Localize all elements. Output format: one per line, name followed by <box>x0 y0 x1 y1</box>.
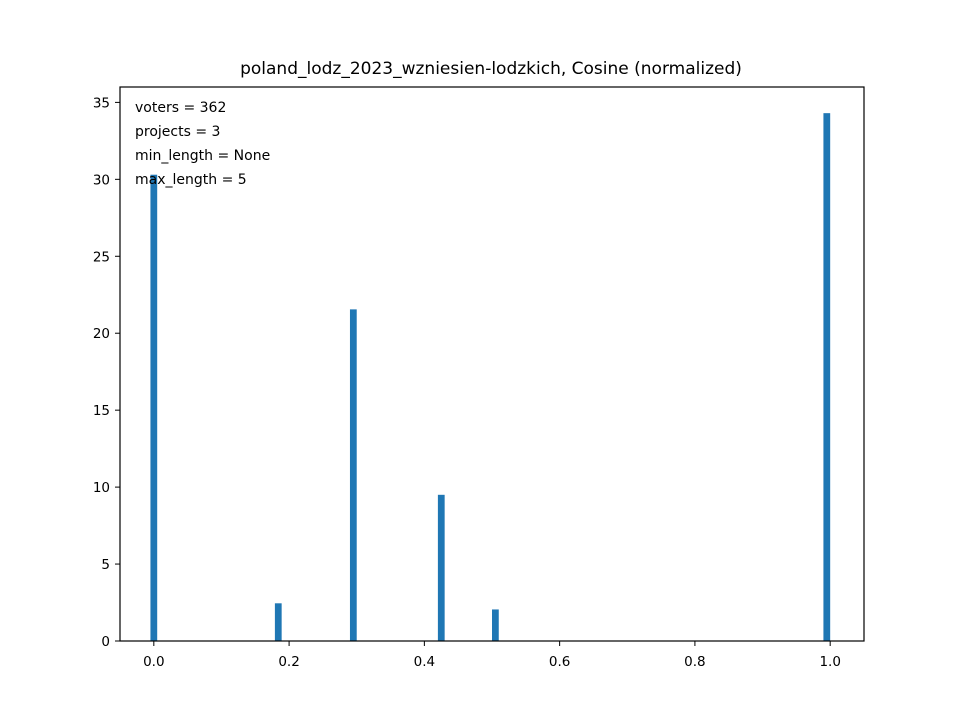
x-axis: 0.0 0.2 0.4 0.6 0.8 1.0 <box>143 641 841 670</box>
chart-title: poland_lodz_2023_wzniesien-lodzkich, Cos… <box>240 59 742 79</box>
x-tick-label: 1.0 <box>819 654 840 670</box>
annotation-min-length: min_length = None <box>135 148 270 164</box>
x-tick-label: 0.6 <box>549 654 570 670</box>
y-tick-label: 5 <box>101 557 110 573</box>
x-tick-label: 0.4 <box>414 654 435 670</box>
histogram-bar <box>274 603 282 641</box>
bars-layer <box>150 113 831 641</box>
y-tick-label: 30 <box>93 172 110 188</box>
histogram-bar <box>823 113 831 641</box>
histogram-bar <box>150 174 158 641</box>
y-tick-label: 15 <box>93 403 110 419</box>
x-tick-label: 0.0 <box>143 654 164 670</box>
plot-frame <box>119 86 865 642</box>
x-tick-label: 0.8 <box>684 654 705 670</box>
annotation-max-length: max_length = 5 <box>135 172 247 188</box>
annotation-voters: voters = 362 <box>135 100 226 116</box>
histogram-bar <box>349 309 357 641</box>
x-tick-label: 0.2 <box>278 654 299 670</box>
y-axis: 0 5 10 15 20 25 30 35 <box>93 95 120 650</box>
y-tick-label: 10 <box>93 480 110 496</box>
stats-annotation: voters = 362 projects = 3 min_length = N… <box>135 100 270 188</box>
y-tick-label: 35 <box>93 95 110 111</box>
y-tick-label: 0 <box>101 634 110 650</box>
y-tick-label: 25 <box>93 249 110 265</box>
histogram-bar <box>492 609 499 641</box>
annotation-projects: projects = 3 <box>135 124 220 140</box>
y-tick-label: 20 <box>93 326 110 342</box>
histogram-bar <box>437 494 445 641</box>
